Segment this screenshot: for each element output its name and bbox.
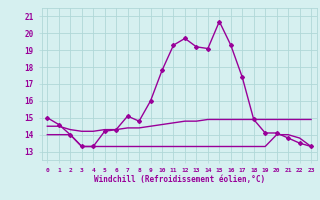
X-axis label: Windchill (Refroidissement éolien,°C): Windchill (Refroidissement éolien,°C)	[94, 175, 265, 184]
